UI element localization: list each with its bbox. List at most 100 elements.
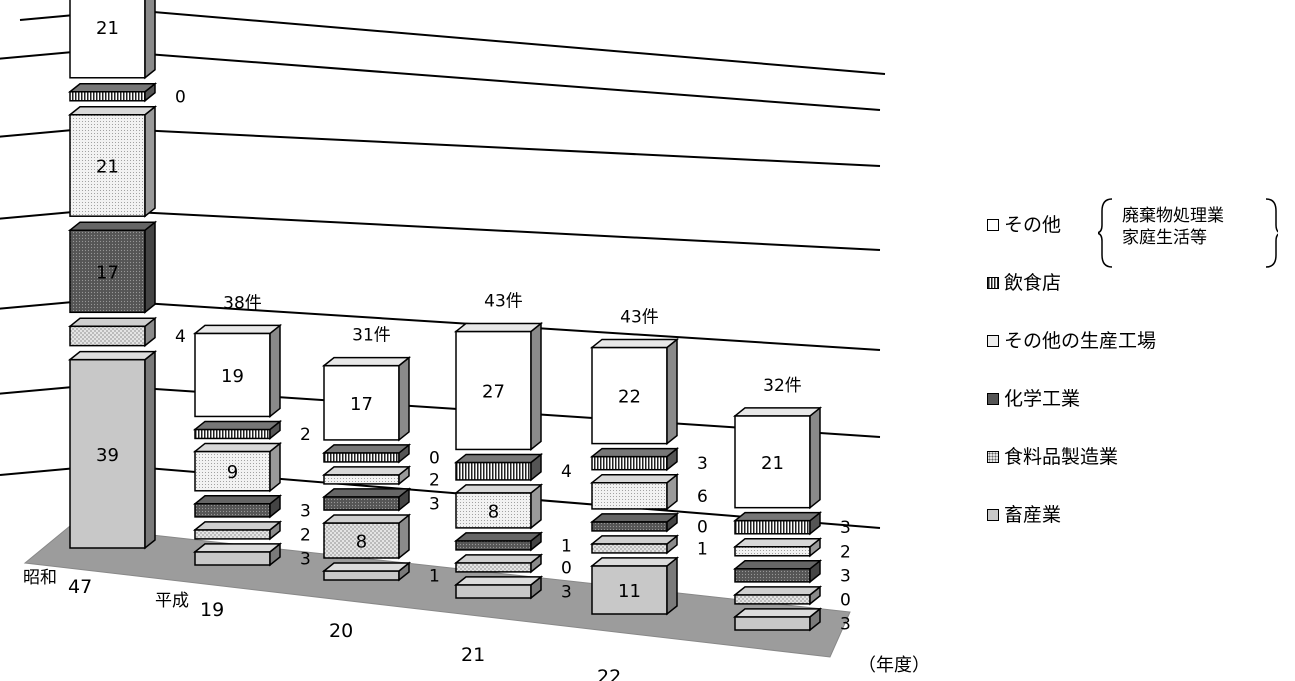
data-label-その他-47: 21 (96, 18, 119, 39)
bar-その他の生産工場-20 (323, 474, 400, 485)
bar-化学工業-20 (323, 496, 400, 511)
data-label-化学工業-22: 0 (697, 517, 708, 537)
bar-top-その他の生産工場-47 (67, 106, 158, 116)
data-label-その他-21: 27 (482, 381, 505, 402)
bar-食料品製造業-21 (455, 562, 532, 573)
data-label-畜産業-19: 3 (300, 549, 311, 569)
category-label-22: 22 (597, 666, 621, 681)
bar-top-その他の生産工場-23 (732, 538, 823, 548)
bar-top-化学工業-19 (192, 495, 283, 505)
data-label-食料品製造業-23: 0 (840, 590, 851, 610)
data-label-その他-20: 17 (350, 394, 373, 415)
bar-化学工業-23 (734, 568, 811, 583)
bar-top-その他の生産工場-19 (192, 442, 283, 453)
legend-swatch (987, 393, 999, 405)
bar-畜産業-23 (734, 616, 811, 631)
category-label-20: 20 (329, 620, 353, 642)
bar-飲食店-23 (734, 519, 811, 535)
data-label-食料品製造業-20: 8 (356, 532, 367, 553)
legend-swatch (987, 451, 999, 463)
data-label-畜産業-21: 3 (561, 582, 572, 602)
bar-top-畜産業-22 (589, 557, 680, 567)
bar-top-畜産業-21 (453, 576, 544, 586)
bar-side-その他-23 (809, 406, 821, 510)
bar-top-その他の生産工場-20 (321, 466, 412, 476)
data-label-その他-19: 19 (221, 366, 244, 387)
bar-化学工業-22 (591, 521, 668, 532)
bar-side-畜産業-22 (666, 556, 678, 616)
data-label-畜産業-23: 3 (840, 614, 851, 634)
data-label-飲食店-19: 2 (300, 425, 311, 445)
legend-brace-note: 廃棄物処理業 家庭生活等 (1098, 197, 1278, 268)
bar-食料品製造業-20 (323, 522, 400, 559)
data-label-畜産業-47: 39 (96, 445, 119, 466)
brace-line: 家庭生活等 (1122, 228, 1207, 248)
data-label-その他の生産工場-21: 8 (488, 501, 499, 522)
bar-top-食料品製造業-47 (67, 317, 158, 328)
bar-top-その他-23 (732, 407, 823, 417)
bar-飲食店-21 (455, 461, 532, 481)
bar-化学工業-19 (194, 503, 271, 518)
total-label-20: 31件 (352, 326, 391, 346)
data-label-畜産業-20: 1 (429, 567, 440, 587)
bar-その他の生産工場-47 (69, 114, 146, 217)
era-label-0: 昭和 (23, 568, 57, 588)
bar-食料品製造業-23 (734, 594, 811, 605)
bar-top-飲食店-22 (589, 447, 680, 458)
legend-item: 畜産業 (985, 495, 1285, 553)
bar-食料品製造業-22 (591, 543, 668, 554)
total-label-21: 43件 (484, 291, 523, 311)
bar-top-畜産業-47 (67, 350, 158, 361)
data-label-その他の生産工場-19: 9 (227, 462, 238, 483)
bar-その他の生産工場-23 (734, 546, 811, 557)
legend-item: その他の生産工場 (985, 321, 1285, 379)
bar-side-その他-47 (144, 0, 156, 80)
data-label-化学工業-19: 3 (300, 501, 311, 521)
legend-label: その他 (1004, 214, 1062, 236)
era-label-1: 平成 (155, 591, 189, 611)
bar-top-化学工業-21 (453, 532, 544, 542)
bar-side-その他-21 (530, 321, 542, 452)
bar-top-その他-20 (321, 356, 412, 367)
legend: その他 廃棄物処理業 家庭生活等 飲食店 その他の生産工場 化学工業 食料品製造業 畜産業 (985, 198, 1285, 553)
bar-畜産業-22 (591, 565, 668, 615)
bar-畜産業-21 (455, 584, 532, 599)
bar-top-食料品製造業-21 (453, 554, 544, 564)
bar-top-食料品製造業-23 (732, 586, 823, 596)
legend-swatch (987, 277, 999, 289)
bar-top-食料品製造業-20 (321, 514, 412, 524)
bar-top-その他-22 (589, 338, 680, 349)
bar-top-畜産業-19 (192, 543, 283, 553)
bar-side-化学工業-47 (144, 220, 156, 314)
category-label-19: 19 (200, 599, 224, 621)
data-label-その他-23: 21 (761, 453, 784, 474)
total-label-23: 32件 (763, 376, 802, 396)
legend-label: 畜産業 (1004, 504, 1062, 526)
bar-top-化学工業-20 (321, 488, 412, 498)
bar-top-その他の生産工場-21 (453, 484, 544, 494)
bar-top-飲食店-19 (192, 420, 283, 431)
data-label-化学工業-47: 17 (96, 262, 119, 283)
bar-side-その他-20 (398, 356, 410, 442)
data-label-食料品製造業-47: 4 (175, 327, 186, 347)
data-label-飲食店-21: 4 (561, 462, 572, 482)
data-label-化学工業-20: 3 (429, 494, 440, 514)
bar-top-化学工業-47 (67, 221, 158, 231)
total-label-22: 43件 (620, 307, 659, 327)
data-label-化学工業-23: 3 (840, 566, 851, 586)
data-label-その他の生産工場-20: 2 (429, 470, 440, 490)
bar-その他-21 (455, 330, 532, 451)
legend-item: 飲食店 (985, 263, 1285, 321)
data-label-飲食店-47: 0 (175, 87, 186, 107)
bar-top-飲食店-47 (67, 83, 158, 93)
bar-化学工業-21 (455, 540, 532, 551)
bar-top-食料品製造業-22 (589, 535, 680, 545)
legend-item: 食料品製造業 (985, 437, 1285, 495)
data-label-食料品製造業-21: 0 (561, 558, 572, 578)
legend-label: 食料品製造業 (1004, 446, 1119, 468)
data-label-その他の生産工場-23: 2 (840, 542, 851, 562)
bar-飲食店-19 (194, 428, 271, 440)
bar-top-その他-19 (192, 324, 283, 335)
bar-top-飲食店-23 (732, 511, 823, 522)
